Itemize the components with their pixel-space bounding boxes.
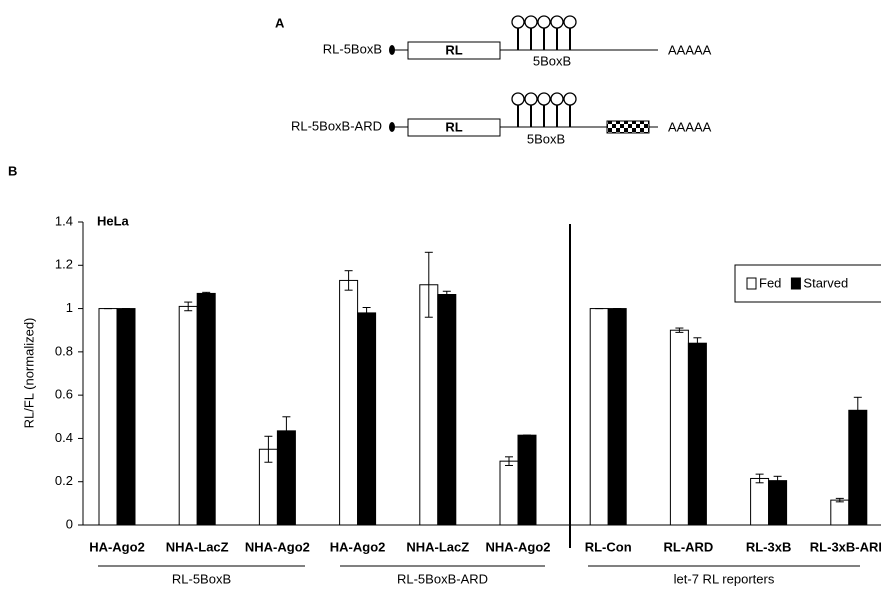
bar bbox=[849, 410, 867, 525]
bar bbox=[438, 295, 456, 525]
bar bbox=[688, 343, 706, 525]
x-tick-label: NHA-Ago2 bbox=[486, 539, 551, 554]
y-tick-label: 1.2 bbox=[55, 257, 73, 272]
x-tick-label: HA-Ago2 bbox=[89, 539, 145, 554]
y-axis-label: RL/FL (normalized) bbox=[21, 318, 36, 429]
bar bbox=[420, 285, 438, 525]
bar bbox=[831, 500, 849, 525]
figure: A RL-5BoxB RL 5BoxB AAAAA RL-5BoxB-ARD R… bbox=[0, 0, 881, 589]
construct-tail: AAAAA bbox=[668, 42, 712, 57]
legend-swatch bbox=[791, 278, 800, 289]
construct-region: 5BoxB bbox=[527, 131, 565, 146]
y-tick-label: 0.6 bbox=[55, 387, 73, 402]
group-label: RL-5BoxB bbox=[172, 571, 231, 586]
bar bbox=[500, 461, 518, 525]
construct-name: RL-5BoxB bbox=[323, 41, 382, 56]
x-tick-label: NHA-Ago2 bbox=[245, 539, 310, 554]
bar bbox=[117, 309, 135, 525]
x-tick-label: RL-3xB-ARD bbox=[810, 539, 881, 554]
construct-region: 5BoxB bbox=[533, 53, 571, 68]
bar bbox=[99, 309, 117, 525]
x-tick-label: HA-Ago2 bbox=[330, 539, 386, 554]
construct-tail: AAAAA bbox=[668, 119, 712, 134]
y-tick-label: 0.2 bbox=[55, 473, 73, 488]
legend-label: Fed bbox=[759, 275, 781, 290]
bar bbox=[670, 330, 688, 525]
y-tick-label: 1.4 bbox=[55, 213, 73, 228]
x-tick-label: RL-3xB bbox=[746, 539, 792, 554]
y-tick-label: 0.8 bbox=[55, 343, 73, 358]
panel-label: B bbox=[8, 163, 17, 178]
bar bbox=[590, 309, 608, 525]
legend-label: Starved bbox=[803, 275, 848, 290]
group-label: RL-5BoxB-ARD bbox=[397, 571, 488, 586]
bar bbox=[340, 280, 358, 525]
bar bbox=[197, 293, 215, 525]
bar bbox=[751, 478, 769, 525]
x-tick-label: RL-ARD bbox=[663, 539, 713, 554]
bar bbox=[179, 306, 197, 525]
construct-name: RL-5BoxB-ARD bbox=[291, 118, 382, 133]
construct-box: RL bbox=[445, 42, 462, 57]
x-tick-label: NHA-LacZ bbox=[406, 539, 469, 554]
construct-box: RL bbox=[445, 119, 462, 134]
bar bbox=[769, 481, 787, 525]
annotation: HeLa bbox=[97, 213, 130, 228]
x-tick-label: RL-Con bbox=[585, 539, 632, 554]
x-tick-label: NHA-LacZ bbox=[166, 539, 229, 554]
bar bbox=[608, 309, 626, 525]
construct: RL-5BoxB-ARD RL 5BoxB AAAAA bbox=[291, 93, 712, 146]
bar bbox=[518, 435, 536, 525]
bar bbox=[358, 313, 376, 525]
construct: RL-5BoxB RL 5BoxB AAAAA bbox=[323, 16, 712, 68]
y-tick-label: 1 bbox=[66, 300, 73, 315]
legend-swatch bbox=[747, 278, 756, 289]
y-tick-label: 0.4 bbox=[55, 430, 73, 445]
group-label: let-7 RL reporters bbox=[674, 571, 775, 586]
y-tick-label: 0 bbox=[66, 516, 73, 531]
panel-label: A bbox=[275, 15, 285, 30]
